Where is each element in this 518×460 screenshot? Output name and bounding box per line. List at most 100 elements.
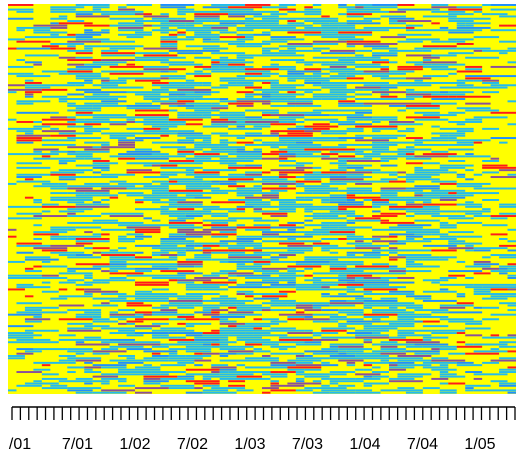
heatmap-cell [270, 114, 305, 117]
heatmap-cell [329, 75, 347, 78]
heatmap-cell [253, 371, 271, 374]
heatmap-cell [211, 118, 229, 121]
heatmap-cell [473, 377, 483, 380]
heatmap-cell [126, 187, 135, 190]
heatmap-cell [270, 123, 296, 126]
heatmap-cell [405, 24, 423, 27]
heatmap-cell [202, 334, 229, 337]
heatmap-cell [135, 93, 161, 96]
heatmap-cell [168, 160, 195, 162]
heatmap-cell [507, 350, 516, 353]
heatmap-cell [253, 258, 271, 261]
heatmap-cell [278, 274, 305, 277]
heatmap-cell [194, 155, 229, 158]
heatmap-cell [177, 341, 212, 344]
heatmap-cell [185, 293, 220, 296]
heatmap-cell [456, 173, 466, 176]
x-tick-label: 7/01 [62, 436, 93, 453]
heatmap-cell [168, 180, 178, 183]
heatmap-cell [24, 295, 34, 298]
heatmap-cell [380, 277, 398, 279]
heatmap-cell [482, 79, 500, 82]
heatmap-cell [33, 247, 68, 250]
heatmap-cell [397, 150, 415, 153]
heatmap-cell [490, 65, 516, 68]
heatmap-cell [414, 79, 423, 82]
heatmap-cell [58, 254, 76, 257]
heatmap-cell [287, 77, 305, 80]
heatmap-cell [346, 40, 381, 43]
heatmap-cell [75, 4, 93, 6]
heatmap-cell [168, 226, 203, 229]
heatmap-cell [135, 387, 169, 390]
heatmap-cell [177, 208, 195, 211]
heatmap-cell [101, 173, 135, 176]
heatmap-cell [160, 249, 186, 252]
heatmap-cell [456, 70, 483, 73]
heatmap-cell [185, 29, 212, 32]
heatmap-cell [84, 47, 93, 50]
heatmap-cell [75, 56, 93, 59]
heatmap-cell [389, 361, 415, 364]
heatmap-cell [67, 185, 102, 188]
heatmap-cell [33, 316, 42, 318]
heatmap-cell [143, 47, 178, 50]
heatmap-cell [245, 235, 279, 238]
heatmap-cell [405, 258, 423, 261]
heatmap-plot-area [8, 4, 516, 394]
heatmap-cell [439, 221, 449, 224]
heatmap-cell [355, 93, 373, 96]
heatmap-cell [101, 13, 135, 16]
heatmap-cell [151, 24, 186, 27]
heatmap-cell [135, 187, 169, 190]
heatmap-cell [101, 212, 127, 215]
heatmap-cell [84, 371, 102, 374]
heatmap-cell [278, 155, 296, 158]
heatmap-cell [168, 118, 203, 121]
heatmap-cell [236, 290, 254, 293]
heatmap-cell [67, 357, 102, 360]
heatmap-cell [431, 137, 457, 140]
heatmap-cell [431, 233, 449, 236]
heatmap-cell [135, 251, 144, 254]
heatmap-cell [118, 221, 144, 224]
heatmap-cell [422, 45, 457, 48]
heatmap-cell [312, 43, 339, 45]
heatmap-cell [295, 104, 322, 107]
heatmap-cell [270, 260, 296, 263]
heatmap-cell [338, 4, 347, 6]
heatmap-cell [262, 272, 296, 275]
heatmap-cell [75, 150, 110, 153]
heatmap-cell [329, 318, 364, 321]
heatmap-cell [101, 270, 110, 273]
heatmap-cell [431, 6, 457, 9]
heatmap-cell [312, 263, 330, 266]
heatmap-cell [431, 98, 466, 101]
heatmap-cell [363, 302, 381, 305]
heatmap-cell [278, 224, 296, 227]
heatmap-cell [262, 47, 279, 50]
heatmap-cell [84, 336, 102, 339]
heatmap-cell [312, 109, 339, 112]
heatmap-cell [16, 352, 34, 355]
heatmap-cell [473, 249, 491, 252]
heatmap-cell [363, 290, 373, 293]
heatmap-cell [253, 359, 279, 362]
heatmap-cell [135, 231, 161, 234]
heatmap-cell [143, 380, 169, 383]
heatmap-cell [499, 244, 516, 247]
heatmap-cell [143, 196, 178, 199]
heatmap-cell [67, 45, 76, 48]
heatmap-cell [75, 288, 85, 291]
heatmap-cell [422, 65, 449, 68]
heatmap-cell [499, 15, 516, 18]
heatmap-cell [41, 281, 51, 284]
heatmap-cell [50, 173, 76, 176]
heatmap-cell [405, 187, 440, 190]
heatmap-cell [270, 256, 288, 259]
heatmap-cell [295, 389, 313, 392]
heatmap-cell [295, 185, 330, 188]
heatmap-cell [151, 334, 169, 337]
heatmap-cell [304, 309, 322, 312]
heatmap-cell [143, 130, 178, 133]
